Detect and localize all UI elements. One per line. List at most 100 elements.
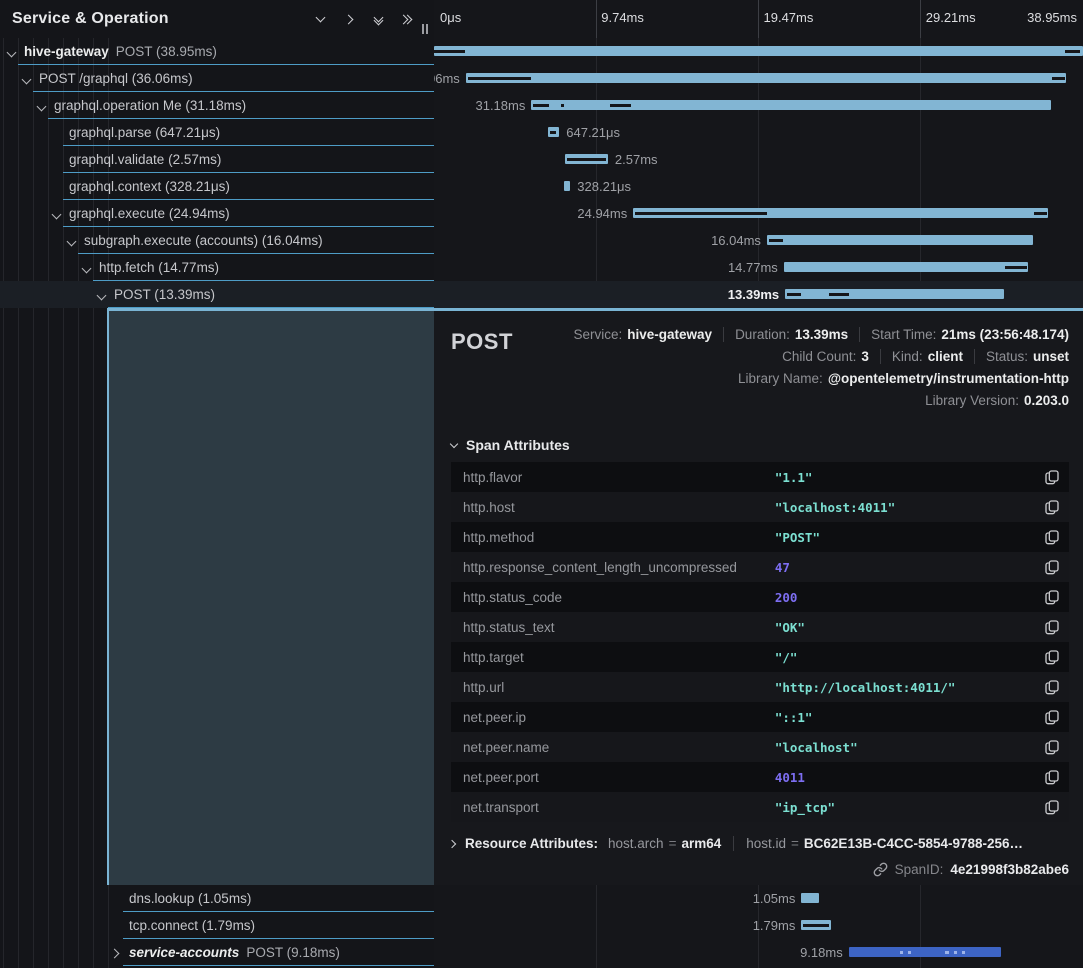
span-bar-row: 647.21μs [434,119,1083,146]
child-span-marker [768,238,783,242]
span-duration-bar[interactable] [766,235,1033,245]
tree-header-title: Service & Operation [12,10,169,27]
resource-key: host.id [746,836,787,851]
tree-row-span[interactable]: POST /graphql (36.06ms) [0,65,434,92]
copy-icon[interactable] [1044,559,1060,575]
span-row-label: graphql.execute (24.94ms) [69,206,230,221]
expand-one-icon[interactable] [342,12,356,26]
attribute-value: "localhost" [774,739,858,755]
span-id-row: SpanID: 4e21998f3b82abe6 [451,862,1069,877]
span-attributes-title: Span Attributes [466,437,570,453]
chevron-right-icon[interactable] [109,945,120,960]
attribute-value: "ip_tcp" [774,799,836,815]
chevron-down-icon[interactable] [81,260,92,275]
attribute-key: net.peer.port [463,769,539,785]
chevron-down-icon[interactable] [51,206,62,221]
span-bar-row: 13.39ms [434,281,1083,308]
span-duration-bar[interactable] [434,46,1083,56]
ruler-tick: 29.21ms [925,10,976,25]
timeline-ruler: 0μs 9.74ms 19.47ms 29.21ms 38.95ms [434,0,1083,38]
child-span-marker [549,130,556,134]
copy-icon[interactable] [1044,619,1060,635]
detail-meta-item: Service: hive-gateway [573,327,712,342]
span-row-label: tcp.connect (1.79ms) [129,918,256,933]
row-divider [18,64,434,65]
tree-row-span[interactable]: graphql.operation Me (31.18ms) [0,92,434,119]
operation-name: POST (9.18ms) [246,945,340,960]
detail-meta-line: Service: hive-gateway Duration: 13.39ms Star… [573,323,1069,345]
chevron-down-icon[interactable] [66,233,77,248]
attribute-key: net.peer.ip [463,709,527,725]
copy-icon[interactable] [1044,769,1060,785]
copy-icon[interactable] [1044,649,1060,665]
child-span-marker [829,292,850,296]
span-duration-bar[interactable] [801,893,819,903]
span-attributes-header[interactable]: Span Attributes [449,437,1069,453]
attribute-value: "OK" [774,619,805,635]
attribute-key: http.target [463,649,524,665]
operation-name: POST (38.95ms) [115,44,217,59]
tree-row-span[interactable]: dns.lookup (1.05ms) [0,885,434,912]
child-span-marker [953,951,958,954]
meta-value: 21ms (23:56:48.174) [941,326,1069,342]
ruler-tick: 38.95ms [1027,10,1077,25]
collapse-one-icon[interactable] [313,12,327,26]
chevron-down-icon[interactable] [6,44,17,59]
child-span-marker [1033,211,1047,215]
span-tree-rows: hive-gateway POST (38.95ms) POST /graphql … [0,38,434,308]
tree-row-span[interactable]: graphql.validate (2.57ms) [0,146,434,173]
span-bar-row: 328.21μs [434,173,1083,200]
tree-row-span[interactable]: tcp.connect (1.79ms) [0,912,434,939]
collapse-all-icon[interactable] [371,12,385,26]
span-row-label: POST /graphql (36.06ms) [39,71,193,86]
copy-icon[interactable] [1044,469,1060,485]
link-icon[interactable] [873,862,888,877]
attribute-row: http.host "localhost:4011" [451,492,1069,522]
child-span-marker [1005,265,1027,269]
span-duration-label: 2.57ms [614,152,658,167]
span-duration-bar[interactable] [465,73,1067,83]
copy-icon[interactable] [1044,499,1060,515]
chevron-down-icon[interactable] [36,98,47,113]
row-divider [123,938,434,939]
child-span-marker [635,211,767,215]
tree-row-span[interactable]: hive-gateway POST (38.95ms) [0,38,434,65]
copy-icon[interactable] [1044,679,1060,695]
row-divider [78,253,434,254]
copy-icon[interactable] [1044,709,1060,725]
copy-icon[interactable] [1044,529,1060,545]
chevron-down-icon[interactable] [96,287,107,302]
meta-value: @opentelemetry/instrumentation-http [827,370,1069,386]
attribute-row: net.transport "ip_tcp" [451,792,1069,822]
tree-row-span[interactable]: subgraph.execute (accounts) (16.04ms) [0,227,434,254]
child-span-marker [609,103,632,107]
attribute-key: http.method [463,529,535,545]
span-duration-bar[interactable] [785,289,1005,299]
attribute-row: net.peer.name "localhost" [451,732,1069,762]
pane-resize-grip-icon[interactable] [422,24,428,34]
span-duration-bar[interactable] [848,947,1002,957]
tree-row-span[interactable]: graphql.context (328.21μs) [0,173,434,200]
copy-icon[interactable] [1044,589,1060,605]
expand-all-icon[interactable] [398,12,414,26]
span-duration-bar[interactable] [564,181,571,191]
meta-label: Kind: [891,348,923,364]
span-duration-bar[interactable] [633,208,1048,218]
detail-meta-line: Library Name: @opentelemetry/instrumentat… [573,367,1069,389]
tree-row-span[interactable]: POST (13.39ms) [0,281,434,308]
copy-icon[interactable] [1044,799,1060,815]
tree-row-span[interactable]: graphql.execute (24.94ms) [0,200,434,227]
attribute-row: http.target "/" [451,642,1069,672]
tree-row-span[interactable]: http.fetch (14.77ms) [0,254,434,281]
tree-row-span[interactable]: service-accounts POST (9.18ms) [0,939,434,966]
row-divider [93,280,434,281]
tree-row-span[interactable]: graphql.parse (647.21μs) [0,119,434,146]
span-duration-bar[interactable] [531,100,1052,110]
meta-label: Library Name: [738,370,823,386]
chevron-down-icon[interactable] [21,71,32,86]
copy-icon[interactable] [1044,739,1060,755]
meta-value: 13.39ms [794,326,849,342]
resource-attributes-header[interactable]: Resource Attributes: [465,836,599,851]
span-duration-bar[interactable] [783,262,1028,272]
span-detail-panel: POST Service: hive-gateway Duration: 13.39m… [434,311,1083,885]
